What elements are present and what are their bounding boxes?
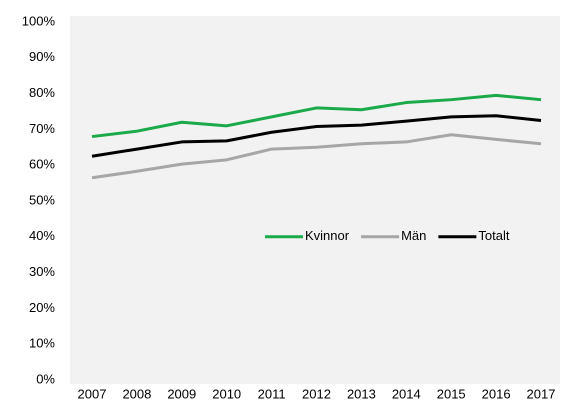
x-tick-label: 2011 — [258, 386, 286, 401]
line-series — [91, 114, 542, 158]
x-tick-label: 2016 — [482, 386, 511, 401]
x-tick-label: 2008 — [122, 386, 151, 401]
y-tick-label: 50% — [29, 192, 55, 207]
legend-label: Kvinnor — [305, 228, 350, 243]
y-tick-label: 40% — [29, 228, 55, 243]
y-tick-label: 90% — [29, 49, 55, 64]
y-tick-label: 30% — [29, 264, 55, 279]
y-tick-label: 80% — [29, 85, 55, 100]
line-series — [91, 133, 542, 180]
x-tick-label: 2015 — [437, 386, 466, 401]
y-tick-label: 20% — [29, 300, 55, 315]
y-tick-label: 60% — [29, 157, 55, 172]
x-tick-label: 2012 — [302, 386, 331, 401]
y-tick-label: 70% — [29, 121, 55, 136]
legend-label: Totalt — [478, 228, 509, 243]
x-tick-label: 2013 — [347, 386, 376, 401]
x-tick-label: 2014 — [392, 386, 421, 401]
y-tick-label: 10% — [29, 336, 55, 351]
y-tick-label: 0% — [36, 371, 55, 386]
x-tick-label: 2007 — [78, 386, 107, 401]
plot-background — [70, 16, 560, 384]
x-tick-label: 2010 — [212, 386, 241, 401]
x-tick-label: 2009 — [167, 386, 196, 401]
y-tick-label: 100% — [22, 13, 56, 28]
line-series — [91, 93, 542, 139]
legend-label: Män — [401, 228, 426, 243]
x-tick-label: 2017 — [527, 386, 556, 401]
